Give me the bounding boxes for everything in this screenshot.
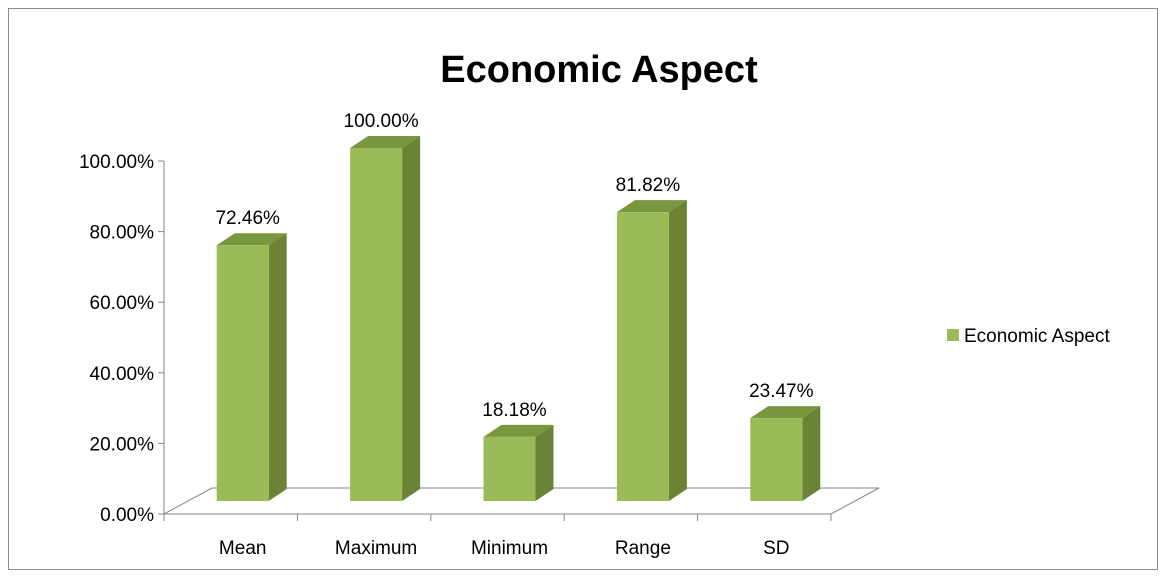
bar-top xyxy=(616,200,687,213)
y-tick-label: 100.00% xyxy=(79,152,154,173)
bar-side xyxy=(535,424,554,501)
bar-front xyxy=(750,418,803,501)
y-tick-label: 60.00% xyxy=(90,293,155,314)
bar-front xyxy=(350,148,403,501)
legend-label: Economic Aspect xyxy=(964,326,1110,347)
chart-svg: Economic Aspect 0.00% 20.00% 40.00% 60.00% 8… xyxy=(79,49,1110,559)
bar-top xyxy=(350,136,421,148)
chart-legend: Economic Aspect xyxy=(947,326,1110,347)
bar: 72.46% xyxy=(215,208,287,502)
data-label: 72.46% xyxy=(215,208,280,229)
chart-axes: 0.00% 20.00% 40.00% 60.00% 80.00% 100.00% Mean… xyxy=(79,152,880,559)
data-label: 100.00% xyxy=(344,111,419,132)
x-tick-label: Range xyxy=(615,538,671,559)
bar-top xyxy=(750,406,821,419)
y-tick-label: 0.00% xyxy=(100,505,154,526)
chart-frame: Economic Aspect 0.00% 20.00% 40.00% 60.00% 8… xyxy=(8,8,1158,570)
legend-swatch xyxy=(947,329,959,341)
bar-front xyxy=(216,245,269,501)
y-tick-label: 40.00% xyxy=(90,364,155,385)
bar: 23.47% xyxy=(749,381,821,501)
data-label: 18.18% xyxy=(482,400,547,421)
chart-title: Economic Aspect xyxy=(440,49,758,91)
bar-side xyxy=(268,233,287,502)
x-tick-label: SD xyxy=(763,538,789,559)
bar-side xyxy=(668,200,687,501)
bar-side xyxy=(402,136,421,501)
data-label: 23.47% xyxy=(749,381,814,402)
x-tick-label: Maximum xyxy=(335,538,417,559)
bar-top xyxy=(483,424,554,437)
bar: 18.18% xyxy=(482,400,554,501)
y-tick-label: 80.00% xyxy=(90,223,155,244)
bar-front xyxy=(483,436,536,501)
bar: 81.82% xyxy=(616,175,687,501)
x-tick-label: Mean xyxy=(219,538,267,559)
bar-side xyxy=(802,406,821,501)
chart-bars: 72.46% 100.00% 18.18% 81.82% 23.47% xyxy=(215,111,821,502)
x-tick-label: Minimum xyxy=(471,538,548,559)
bar-top xyxy=(216,233,287,246)
bar-front xyxy=(616,212,669,501)
y-tick-label: 20.00% xyxy=(90,434,155,455)
data-label: 81.82% xyxy=(616,175,681,196)
bar: 100.00% xyxy=(344,111,421,501)
